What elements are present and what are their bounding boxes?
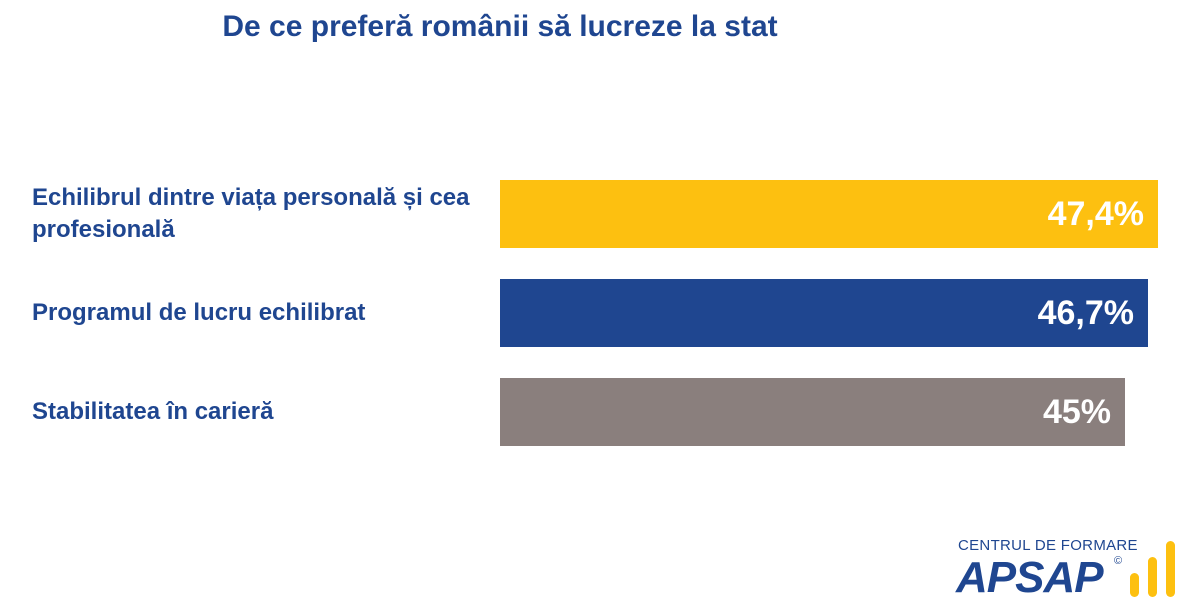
bar-stabilitate: 45% [500,378,1125,446]
bar-value-label: 47,4% [1047,195,1144,233]
bar-row: Programul de lucru echilibrat 46,7% [0,279,1200,347]
chart-title: De ce preferă românii să lucreze la stat [222,10,778,43]
bar-row: Echilibrul dintre viața personală și cea… [0,180,1200,248]
logo-copyright-mark: © [1114,555,1123,567]
apsap-logo: CENTRUL DE FORMARE APSAP © [950,535,1195,602]
bar-chart-icon [1130,541,1175,597]
bar-program-lucru: 46,7% [500,279,1148,347]
logo-tagline: CENTRUL DE FORMARE [958,537,1138,554]
logo-name: APSAP [956,553,1104,602]
bar-echilibru-viata: 47,4% [500,180,1158,248]
bar-value-label: 45% [1042,393,1111,431]
category-label: Echilibrul dintre viața personală și cea… [32,184,470,243]
bar-value-label: 46,7% [1037,294,1134,332]
bar-row: Stabilitatea în carieră 45% [0,378,1200,446]
category-label: Stabilitatea în carieră [32,398,274,425]
category-label: Programul de lucru echilibrat [32,299,366,326]
